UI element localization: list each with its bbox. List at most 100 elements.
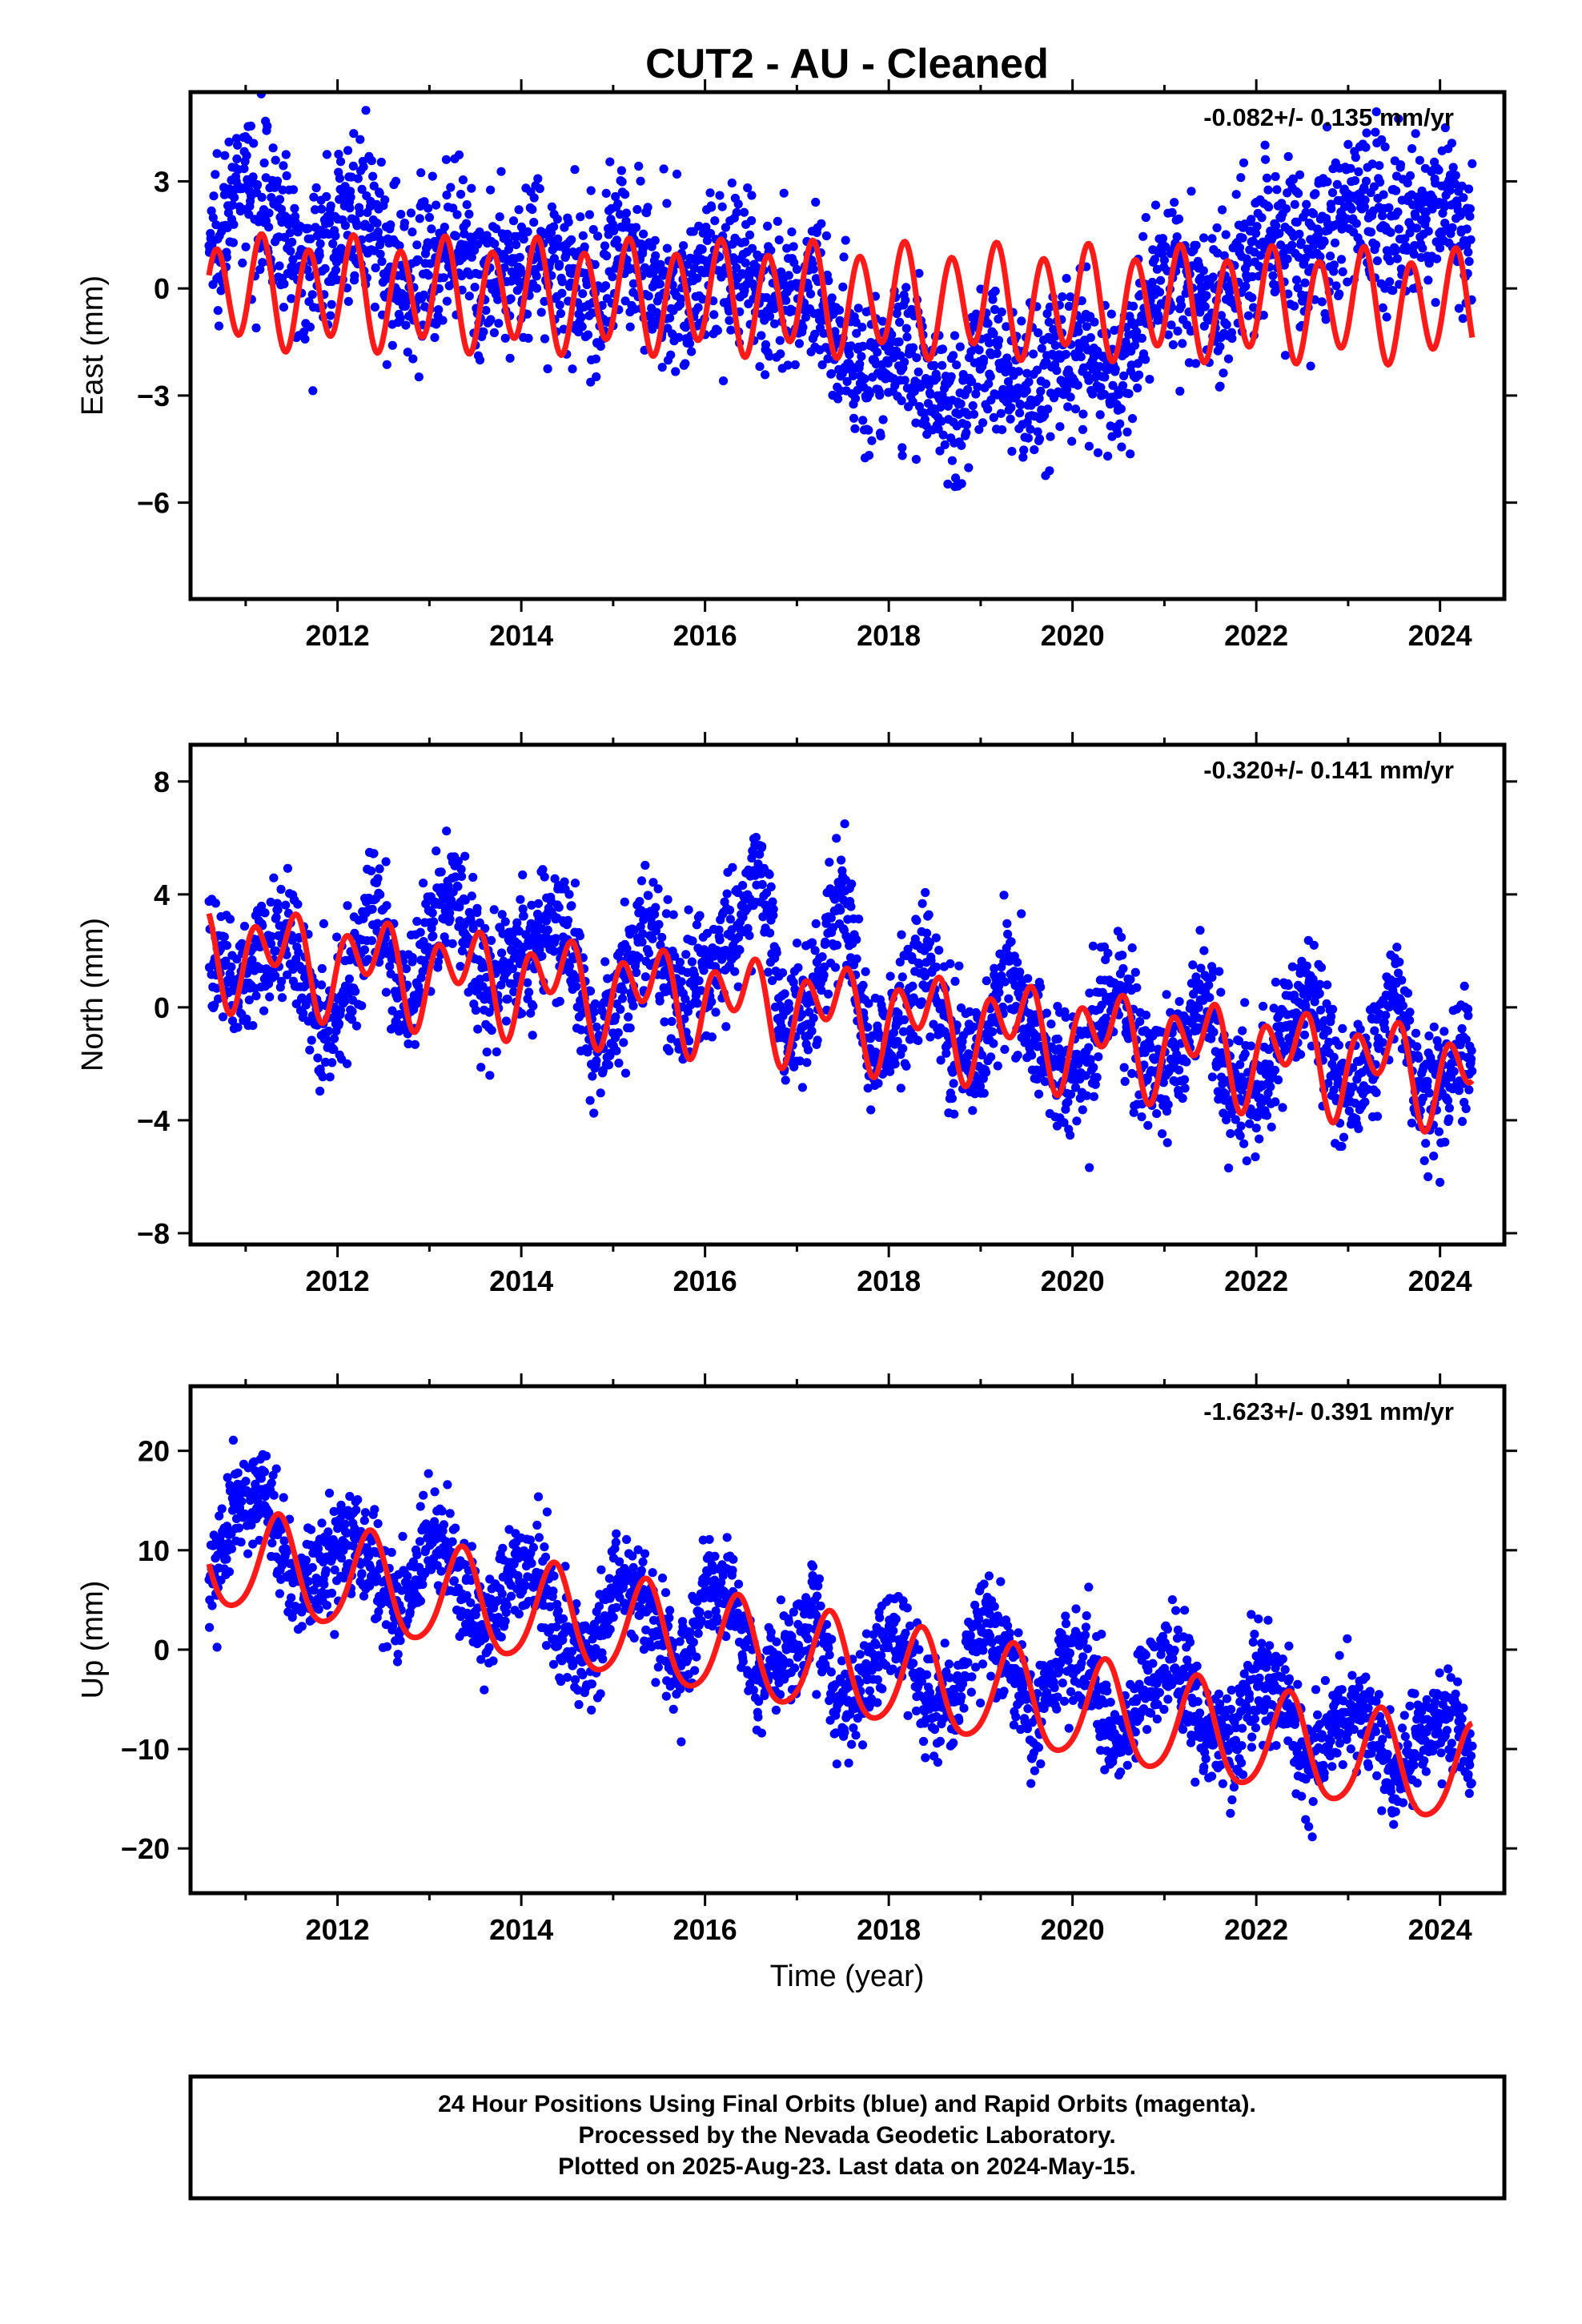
east-data-point: [588, 225, 598, 235]
east-data-point: [264, 208, 274, 218]
east-data-point: [549, 222, 559, 231]
east-data-point: [272, 176, 283, 186]
east-data-point: [978, 418, 988, 428]
east-data-point: [361, 106, 371, 115]
east-data-point: [1259, 311, 1268, 320]
east-data-point: [519, 235, 528, 244]
east-data-point: [503, 229, 512, 239]
north-data-point: [1278, 1103, 1287, 1112]
north-data-point: [1323, 1079, 1333, 1088]
north-data-point: [501, 1016, 512, 1026]
north-data-point: [369, 849, 379, 858]
east-data-point: [220, 151, 230, 160]
north-data-point: [1162, 1107, 1172, 1116]
north-data-point: [1264, 1059, 1274, 1069]
east-data-point: [1321, 315, 1331, 324]
east-data-point: [773, 216, 782, 226]
north-data-point: [401, 964, 412, 974]
north-data-point: [917, 997, 926, 1007]
north-data-point: [453, 856, 464, 866]
north-data-point: [419, 879, 428, 888]
north-data-point: [395, 1010, 404, 1019]
north-data-point: [1023, 974, 1033, 983]
east-data-point: [1177, 300, 1186, 311]
east-data-point: [713, 326, 723, 336]
north-data-point: [936, 1055, 946, 1065]
north-data-point: [714, 925, 724, 935]
east-data-point: [452, 210, 462, 219]
north-data-point: [432, 846, 441, 856]
east-data-point: [984, 379, 994, 388]
east-data-point: [1445, 186, 1455, 195]
north-data-point: [1179, 1075, 1190, 1084]
east-data-point: [662, 199, 672, 208]
north-data-point: [1339, 1132, 1349, 1142]
east-data-point: [846, 341, 856, 351]
east-data-point: [448, 203, 458, 213]
east-data-point: [701, 223, 711, 232]
north-data-point: [1235, 1059, 1245, 1069]
east-data-point: [380, 195, 390, 205]
north-data-point: [613, 1028, 623, 1038]
north-data-point: [1323, 1026, 1333, 1035]
north-data-point: [1082, 1029, 1093, 1039]
east-data-point: [391, 176, 401, 186]
east-data-point: [781, 296, 791, 305]
north-data-point: [707, 997, 717, 1007]
north-data-point: [468, 923, 478, 933]
east-data-point: [403, 348, 412, 357]
north-data-point: [947, 1094, 957, 1104]
east-data-point: [299, 328, 309, 337]
east-data-point: [504, 237, 513, 247]
north-data-point: [640, 972, 651, 982]
east-data-point: [1055, 422, 1065, 432]
east-data-point: [864, 425, 873, 435]
east-data-point: [211, 220, 221, 230]
east-data-point: [834, 305, 845, 315]
east-data-point: [408, 354, 418, 364]
north-data-point: [283, 970, 292, 979]
east-data-point: [830, 327, 840, 336]
east-data-point: [710, 216, 720, 226]
east-data-point: [951, 473, 961, 483]
east-data-point: [470, 283, 480, 292]
north-data-point: [503, 995, 512, 1004]
east-data-point: [490, 239, 500, 249]
east-data-point: [1074, 327, 1083, 336]
north-data-point: [1209, 1027, 1219, 1037]
east-x-tick-label: 2024: [1408, 619, 1472, 652]
north-data-point: [344, 974, 354, 983]
east-data-point: [1043, 404, 1053, 414]
east-data-point: [290, 203, 299, 213]
east-data-point: [500, 263, 509, 272]
east-data-point: [451, 231, 460, 241]
east-data-point: [275, 195, 285, 204]
east-data-point: [1208, 272, 1218, 282]
east-data-point: [765, 352, 774, 361]
east-data-point: [372, 219, 382, 228]
north-data-point: [373, 874, 383, 883]
east-data-point: [1168, 340, 1178, 350]
north-data-point: [1196, 963, 1206, 973]
east-data-point: [343, 296, 353, 306]
east-data-point: [747, 215, 757, 226]
north-data-point: [725, 905, 735, 915]
east-x-tick-label: 2012: [306, 619, 370, 652]
north-data-point: [585, 987, 596, 996]
north-data-point: [694, 976, 704, 986]
north-data-point: [271, 971, 280, 981]
east-data-point: [1418, 243, 1427, 253]
east-data-point: [1329, 267, 1339, 276]
north-data-point: [926, 1032, 935, 1042]
east-data-point: [1380, 283, 1390, 293]
east-data-point: [821, 231, 831, 241]
east-data-point: [1301, 253, 1311, 263]
east-data-point: [1283, 254, 1292, 263]
east-data-point: [592, 372, 601, 382]
north-data-point: [456, 962, 465, 971]
north-data-point: [612, 1046, 621, 1055]
east-data-point: [1129, 301, 1138, 311]
north-data-point: [287, 935, 297, 945]
north-data-point: [1143, 1120, 1153, 1130]
east-data-point: [1464, 247, 1473, 257]
